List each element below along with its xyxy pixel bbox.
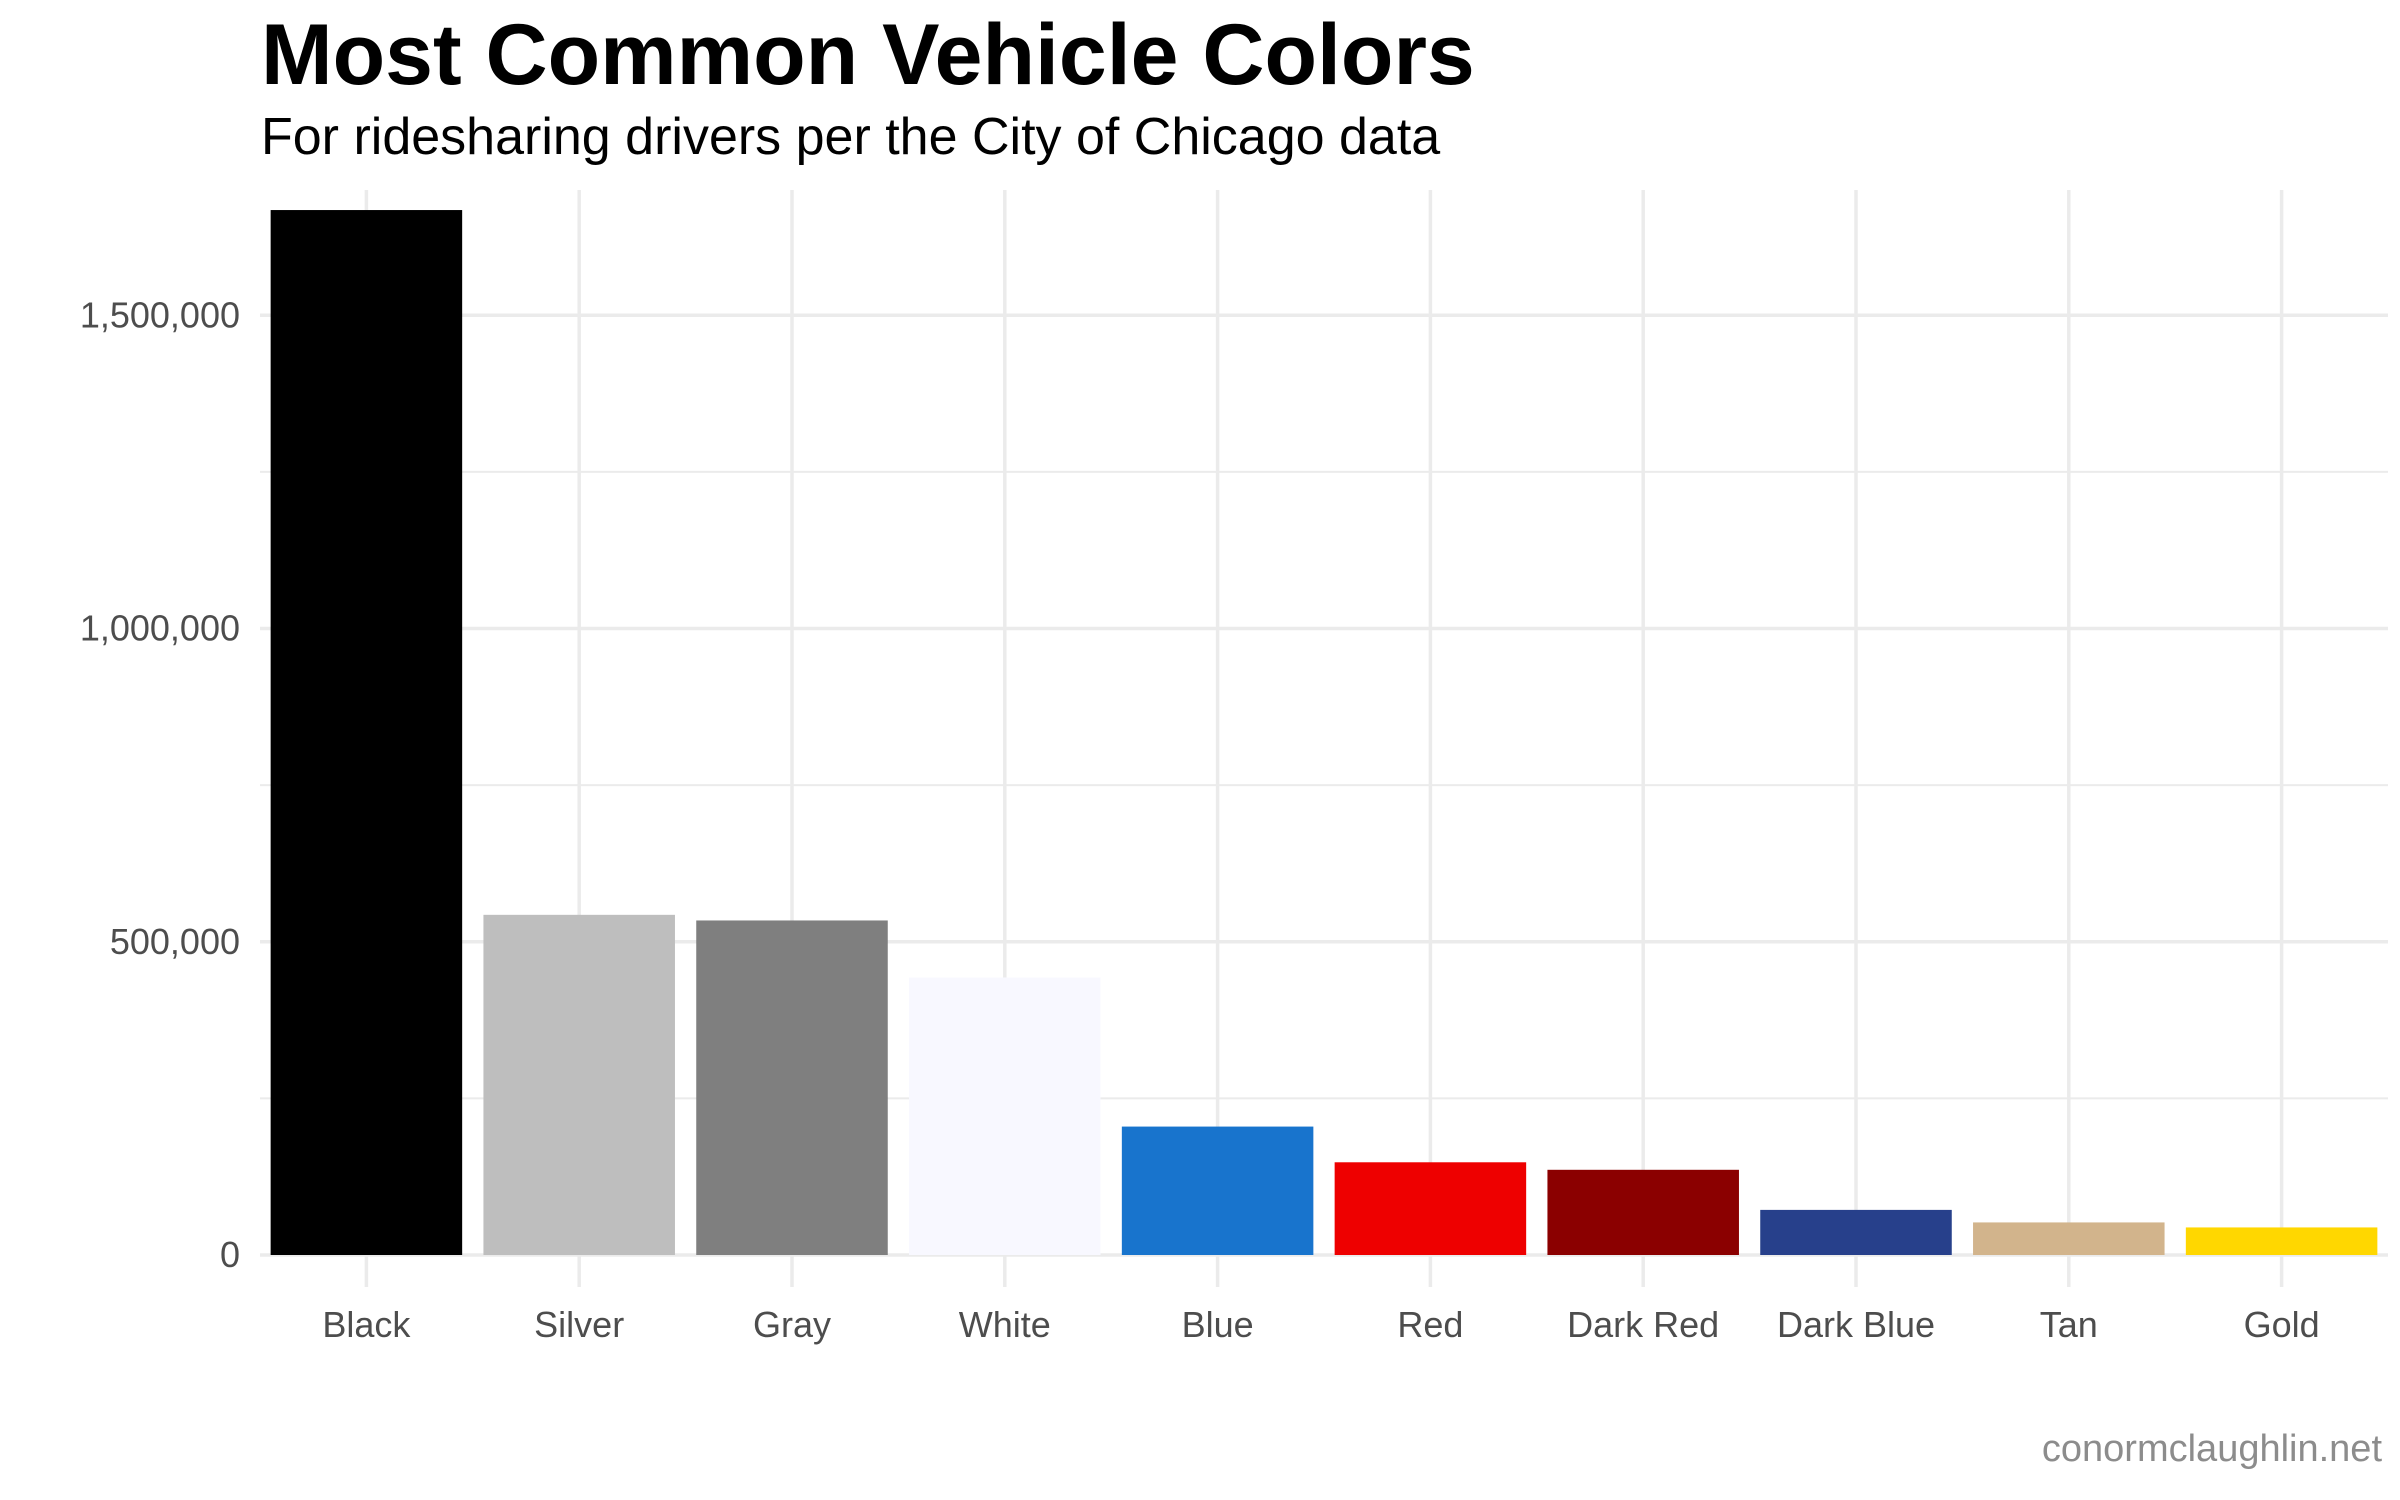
y-tick-label: 1,500,000 (80, 294, 240, 335)
x-tick-label: Tan (2040, 1304, 2098, 1345)
bar-tan (1973, 1222, 2165, 1255)
bar-silver (483, 914, 675, 1255)
chart-caption: conormclaughlin.net (2041, 1428, 2382, 1470)
x-tick-label: Gold (2244, 1304, 2320, 1345)
x-tick-label: Gray (753, 1304, 831, 1345)
bar-dark-blue (1760, 1209, 1952, 1255)
x-tick-label: Red (1397, 1304, 1463, 1345)
x-tick-label: Black (322, 1304, 411, 1345)
y-tick-label: 1,000,000 (80, 608, 240, 649)
x-tick-label: White (959, 1304, 1051, 1345)
bar-layer (270, 210, 2378, 1255)
bar-gray (696, 920, 888, 1255)
bar-black (270, 210, 463, 1255)
bar-gold (2185, 1227, 2378, 1255)
x-axis-labels: Black Silver Gray White Blue Red Dark Red Dark … (322, 1304, 2319, 1345)
x-tick-label: Dark Blue (1777, 1304, 1935, 1345)
y-tick-label: 0 (220, 1234, 240, 1275)
bar-red (1334, 1162, 1527, 1255)
bar-white (909, 977, 1101, 1255)
y-axis-labels: 0 500,000 1,000,000 1,500,000 (80, 294, 240, 1275)
chart-title: Most Common Vehicle Colors (261, 7, 1475, 103)
chart-subtitle: For ridesharing drivers per the City of … (261, 108, 1441, 166)
y-tick-label: 500,000 (110, 921, 240, 962)
x-tick-label: Blue (1182, 1304, 1254, 1345)
bar-blue (1121, 1126, 1314, 1255)
bar-dark-red (1547, 1169, 1739, 1255)
x-tick-label: Dark Red (1567, 1304, 1719, 1345)
x-tick-label: Silver (534, 1304, 624, 1345)
